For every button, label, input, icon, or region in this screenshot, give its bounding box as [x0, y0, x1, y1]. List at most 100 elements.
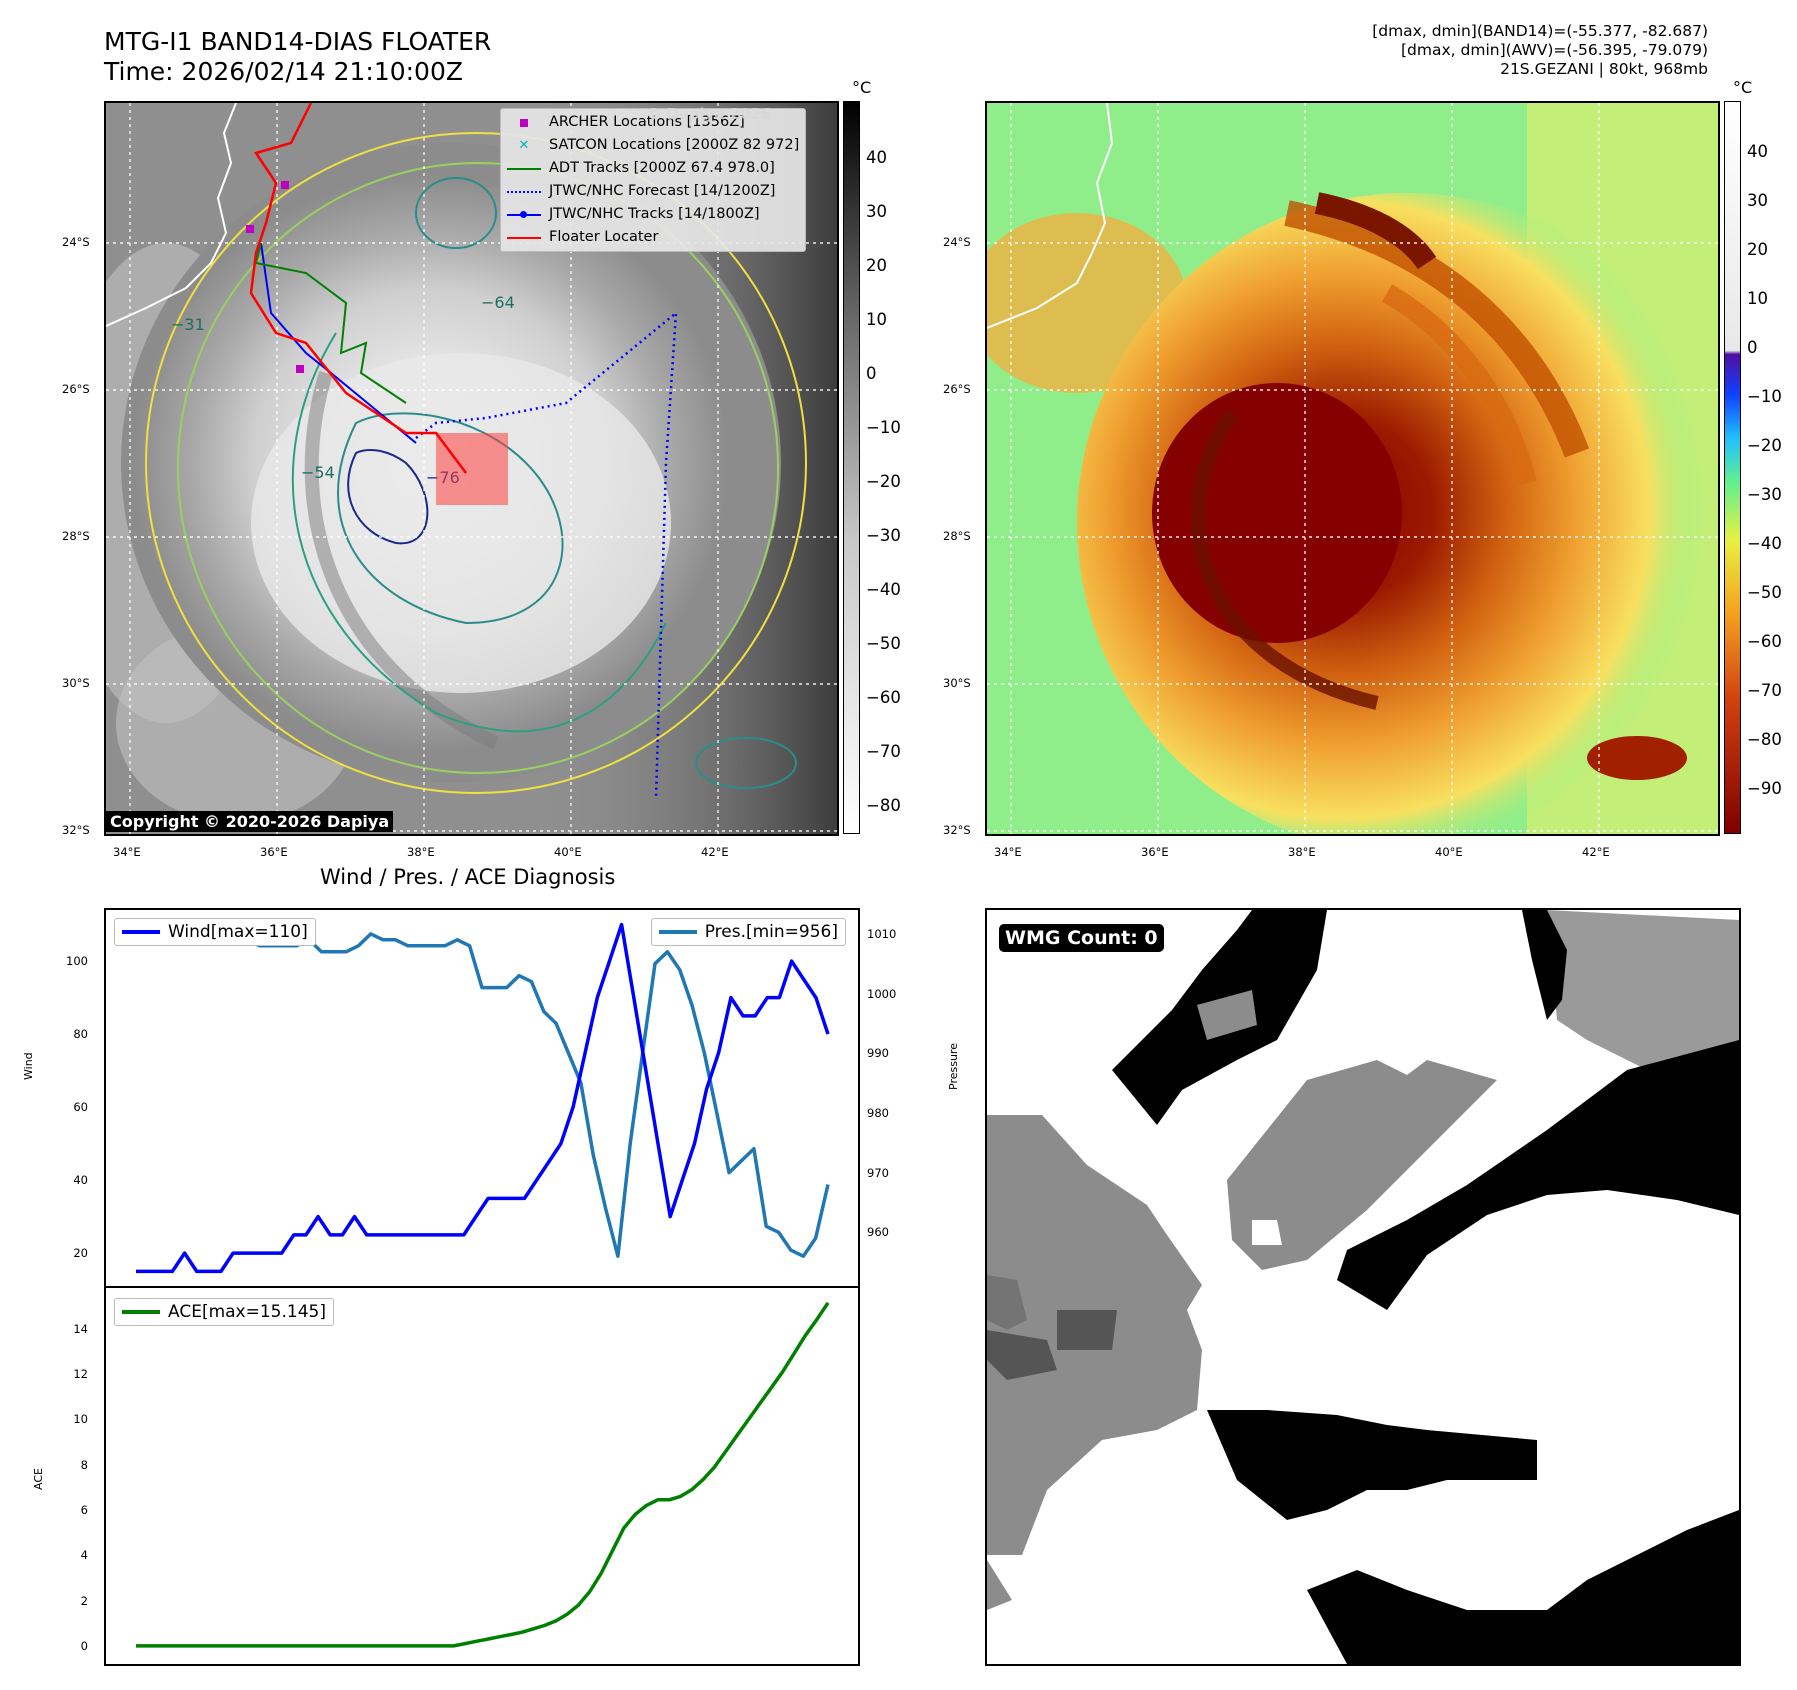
ir-lon-tick: 42°E	[701, 845, 729, 859]
ace-plot	[136, 1301, 830, 1648]
legend-item-archer: ARCHER Locations [1356Z]	[505, 111, 799, 134]
wv-map-panel	[985, 101, 1720, 836]
y-tick-label: 970	[867, 1165, 889, 1180]
green-line-icon	[505, 167, 543, 170]
wind-pressure-panel: Wind[max=110] Pres.[min=956]	[104, 908, 860, 1288]
y-tick-label: 960	[867, 1225, 889, 1240]
ir-lon-tick: 38°E	[407, 845, 435, 859]
wv-cb-tick: 20	[1747, 240, 1768, 259]
wv-cb-tick: 40	[1747, 142, 1768, 161]
y-tick-label: 980	[867, 1105, 889, 1120]
ir-cb-tick: 10	[866, 310, 887, 329]
y-tick-label: 12	[73, 1367, 88, 1382]
pressure-y-ticks: 960 970 980 990 1000 1010	[867, 908, 927, 1288]
ir-colorbar-unit: °C	[852, 78, 872, 97]
wv-map-image	[987, 103, 1718, 834]
ace-panel: ACE[max=15.145]	[104, 1286, 860, 1666]
title-line-2: Time: 2026/02/14 21:10:00Z	[104, 57, 463, 86]
wv-cb-tick: −10	[1747, 387, 1782, 406]
wv-lat-tick: 28°S	[943, 529, 971, 543]
ir-lon-tick: 36°E	[260, 845, 288, 859]
square-marker-icon	[505, 118, 543, 127]
ir-lat-tick: 30°S	[62, 676, 90, 690]
y-tick-label: 100	[66, 954, 88, 969]
wv-cb-tick: −70	[1747, 681, 1782, 700]
dotted-line-icon	[505, 190, 543, 193]
wind-line-icon	[122, 930, 160, 934]
y-tick-label: 4	[80, 1548, 88, 1563]
pressure-axis-label: Pressure	[946, 1043, 960, 1090]
wmg-image	[987, 910, 1739, 1664]
ir-cb-tick: 20	[866, 256, 887, 275]
wv-cb-tick: 30	[1747, 191, 1768, 210]
contour-label-1: −31	[171, 315, 205, 334]
wind-axis-label: Wind	[22, 1052, 35, 1080]
ace-series-line	[136, 1301, 830, 1648]
diagnosis-title: Wind / Pres. / ACE Diagnosis	[320, 865, 616, 889]
legend-label-satcon: SATCON Locations [2000Z 82 972]	[549, 137, 800, 153]
wv-lon-tick: 36°E	[1141, 845, 1169, 859]
ir-legend: ARCHER Locations [1356Z] ✕ SATCON Locati…	[500, 108, 807, 252]
wv-lat-tick: 26°S	[943, 382, 971, 396]
y-tick-label: 60	[73, 1100, 88, 1115]
wmg-panel: WMG Count: 0	[985, 908, 1741, 1666]
wv-colorbar-unit: °C	[1733, 78, 1753, 97]
wv-lon-tick: 40°E	[1435, 845, 1463, 859]
y-tick-label: 40	[73, 1173, 88, 1188]
y-tick-label: 1000	[867, 986, 897, 1001]
legend-label-archer: ARCHER Locations [1356Z]	[549, 114, 745, 130]
ir-map-panel: −31 −54 −64 −76	[104, 101, 839, 836]
ir-colorbar	[843, 101, 860, 834]
ir-lat-tick: 28°S	[62, 529, 90, 543]
wv-lon-tick: 34°E	[994, 845, 1022, 859]
figure-title: MTG-I1 BAND14-DIAS FLOATER Time: 2026/02…	[104, 27, 491, 87]
ir-cb-tick: −40	[866, 580, 901, 599]
ir-lat-tick: 26°S	[62, 382, 90, 396]
ir-cb-tick: −30	[866, 526, 901, 545]
y-tick-label: 6	[80, 1502, 88, 1517]
legend-item-satcon: ✕ SATCON Locations [2000Z 82 972]	[505, 134, 800, 157]
watermark: © Dapiya 2026	[646, 105, 772, 123]
ir-colorbar-ticks: 40 30 20 10 0 −10 −20 −30 −40 −50 −60 −7…	[866, 101, 926, 832]
pressure-legend-label: Pres.[min=956]	[704, 922, 838, 942]
title-line-1: MTG-I1 BAND14-DIAS FLOATER	[104, 27, 492, 56]
ir-cb-tick: −60	[866, 688, 901, 707]
ir-cb-tick: 30	[866, 202, 887, 221]
ace-axis-label: ACE	[32, 1468, 45, 1490]
wv-lat-tick: 24°S	[943, 235, 971, 249]
legend-label-adt: ADT Tracks [2000Z 67.4 978.0]	[549, 160, 775, 176]
info-line-1: [dmax, dmin](BAND14)=(-55.377, -82.687)	[1372, 22, 1708, 40]
line-dot-icon	[505, 211, 543, 218]
legend-label-jtwc-tracks: JTWC/NHC Tracks [14/1800Z]	[549, 206, 760, 222]
ir-lat-tick: 24°S	[62, 235, 90, 249]
wind-y-ticks: 20 40 60 80 100	[40, 908, 100, 1288]
red-line-icon	[505, 236, 543, 239]
y-tick-label: 8	[80, 1457, 88, 1472]
wind-pressure-plot	[136, 920, 830, 1274]
ir-cb-tick: −20	[866, 472, 901, 491]
ir-lon-tick: 34°E	[113, 845, 141, 859]
wmg-count-badge: WMG Count: 0	[999, 924, 1164, 952]
wv-colorbar	[1724, 101, 1741, 834]
legend-label-floater: Floater Locater	[549, 229, 659, 245]
wv-lat-tick: 30°S	[943, 676, 971, 690]
legend-item-forecast: JTWC/NHC Forecast [14/1200Z]	[505, 180, 799, 203]
ace-y-ticks: 0 2 4 6 8 10 12 14	[40, 1286, 100, 1666]
ir-cb-tick: −80	[866, 796, 901, 815]
ir-lat-tick: 32°S	[62, 823, 90, 837]
ir-cb-tick: −70	[866, 742, 901, 761]
wv-lat-tick: 32°S	[943, 823, 971, 837]
legend-label-forecast: JTWC/NHC Forecast [14/1200Z]	[549, 183, 776, 199]
ir-cb-tick: 40	[866, 148, 887, 167]
wv-cb-tick: −30	[1747, 485, 1782, 504]
pressure-line-icon	[658, 930, 697, 934]
x-marker-icon: ✕	[518, 138, 530, 153]
y-tick-label: 990	[867, 1046, 889, 1061]
ace-line-icon	[122, 1310, 160, 1314]
wind-series-line	[136, 922, 830, 1274]
wv-lon-tick: 42°E	[1582, 845, 1610, 859]
wv-cb-tick: −20	[1747, 436, 1782, 455]
wind-legend-label: Wind[max=110]	[168, 922, 308, 942]
wv-cb-tick: 0	[1747, 338, 1758, 357]
wv-colorbar-ticks: 40 30 20 10 0 −10 −20 −30 −40 −50 −60 −7…	[1747, 101, 1797, 832]
